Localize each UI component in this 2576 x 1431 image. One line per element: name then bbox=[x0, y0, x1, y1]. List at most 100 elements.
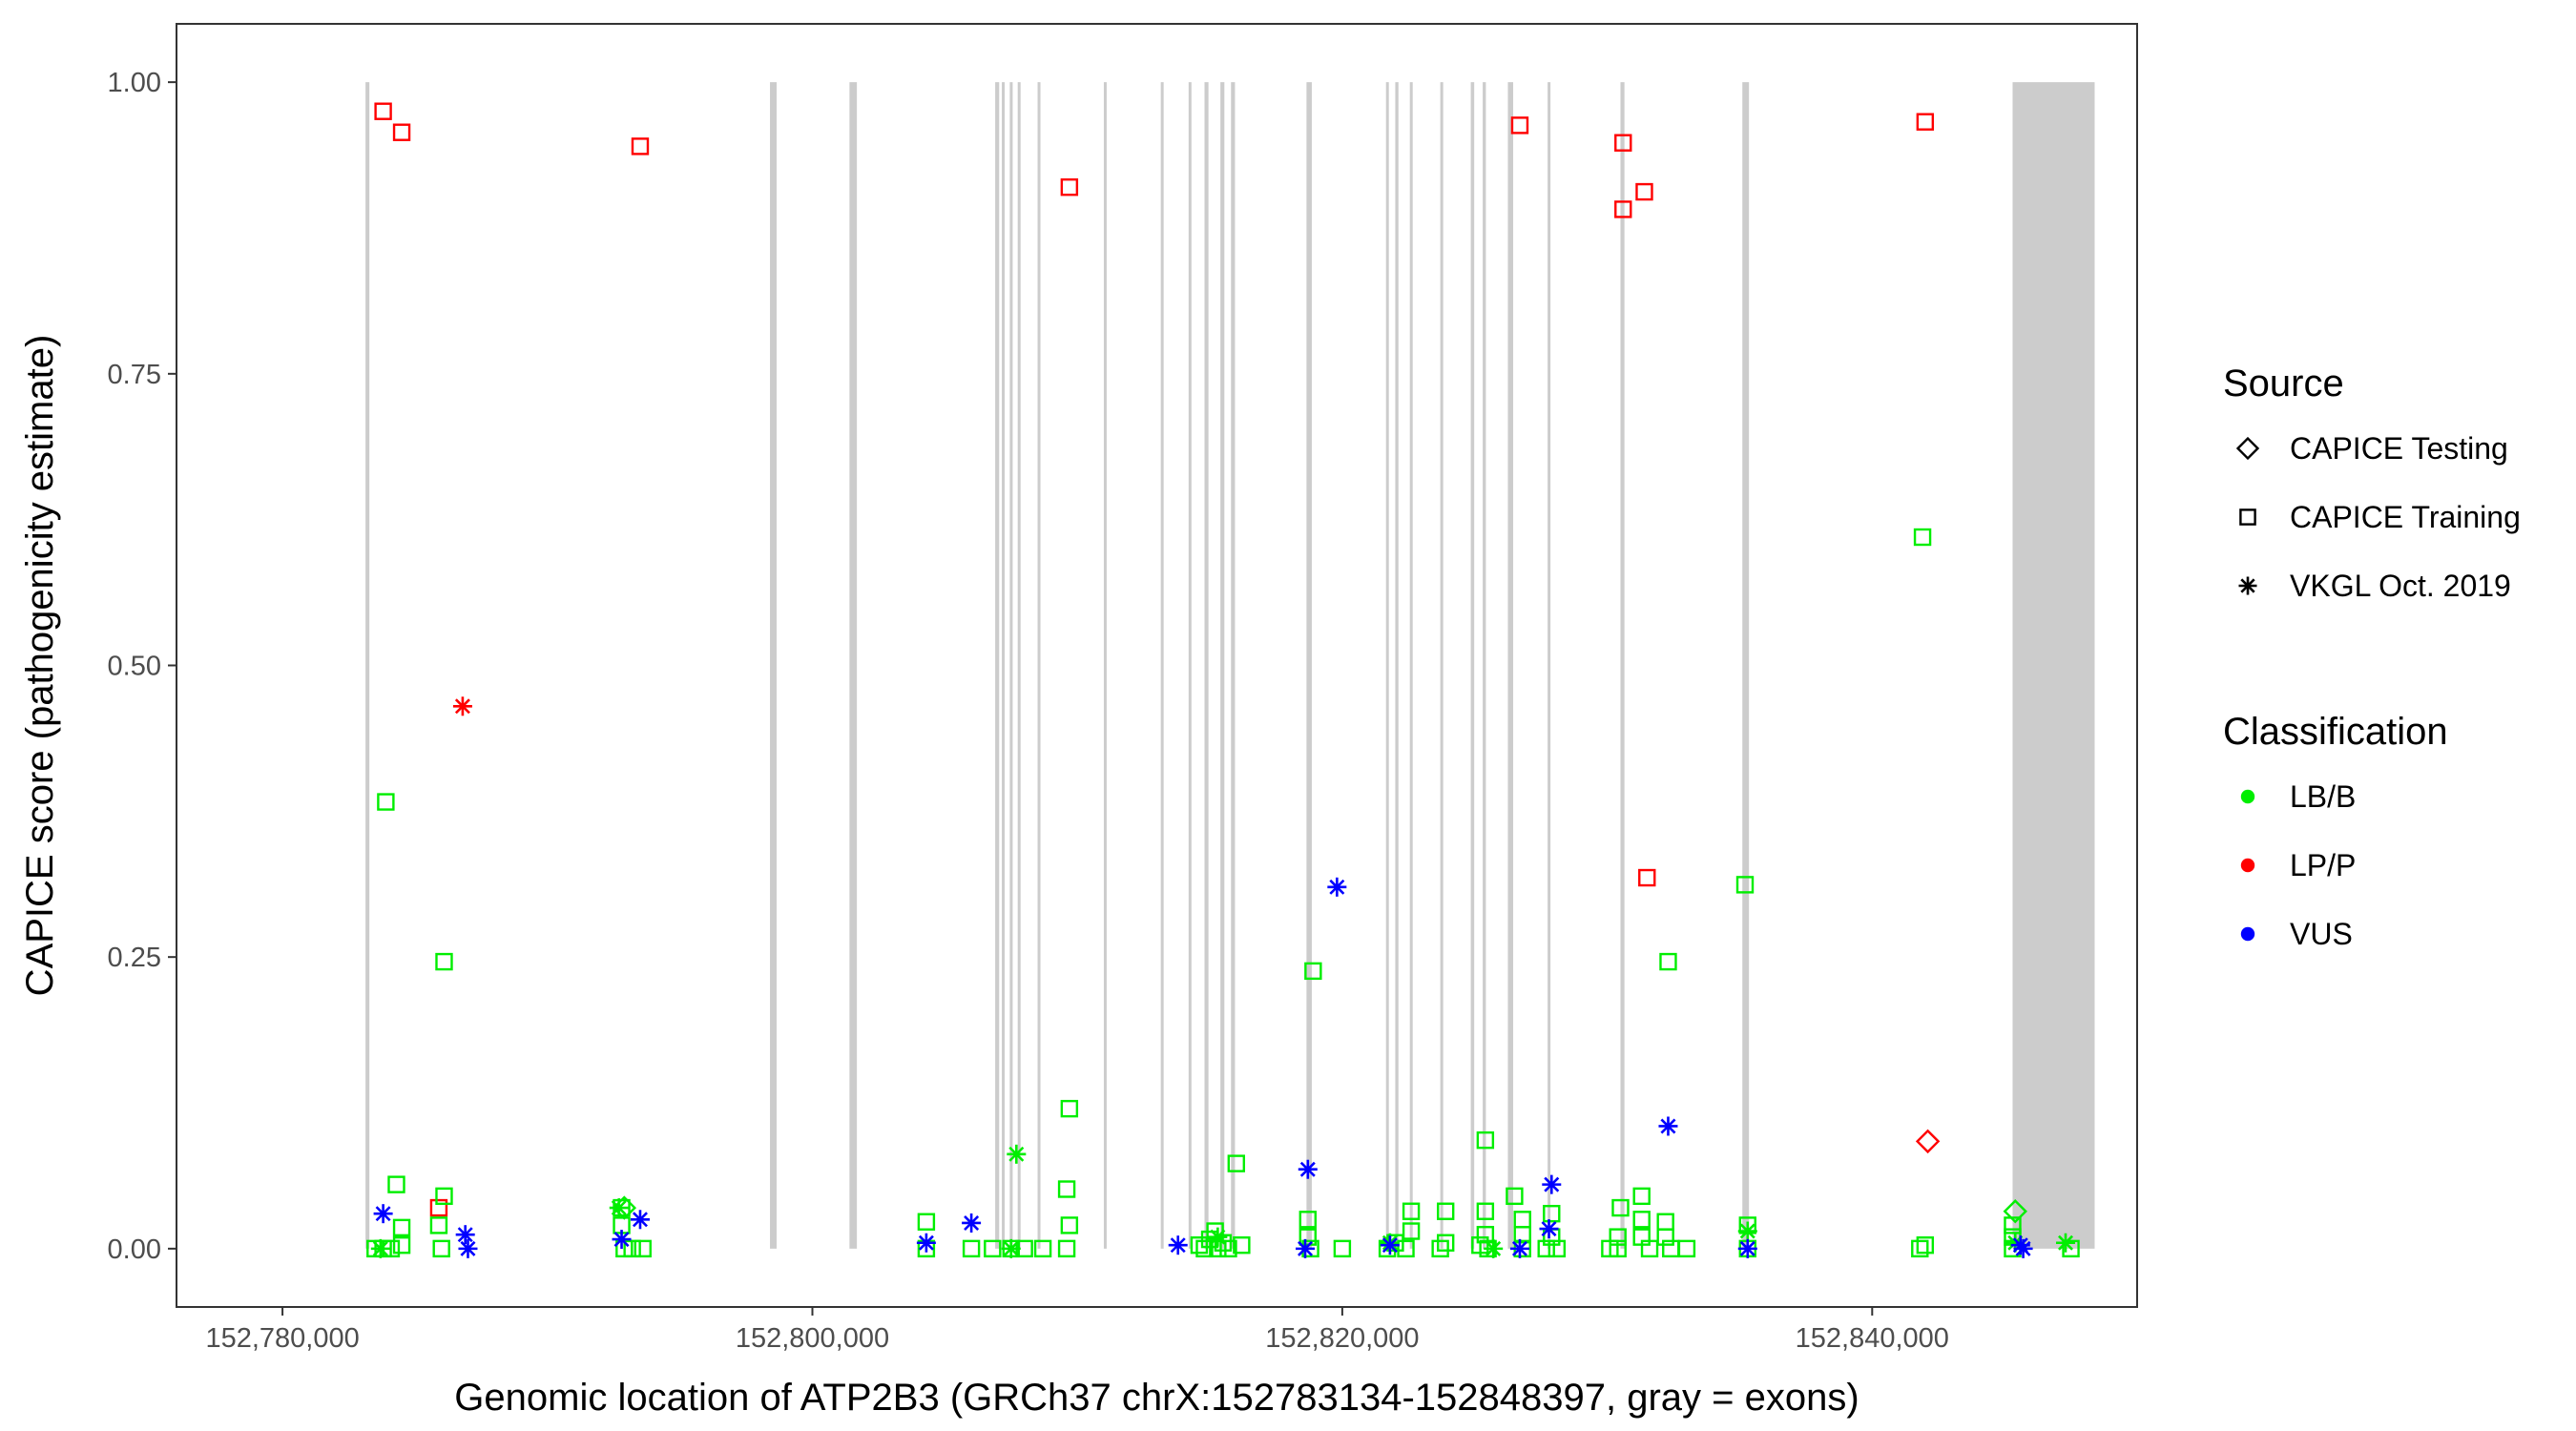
data-point bbox=[1601, 1239, 1619, 1258]
data-point bbox=[1431, 1239, 1449, 1258]
exon-bands bbox=[365, 82, 2095, 1249]
legend-label-classification: LP/P bbox=[2290, 848, 2356, 882]
data-point bbox=[612, 1195, 637, 1220]
data-point bbox=[1614, 134, 1632, 152]
data-point bbox=[2003, 1199, 2027, 1224]
y-axis: 0.00 0.25 0.50 0.75 1.00 bbox=[108, 68, 177, 1265]
data-point bbox=[1737, 1221, 1757, 1241]
data-point bbox=[392, 1218, 411, 1237]
data-point bbox=[1915, 1129, 1941, 1154]
data-point bbox=[1537, 1239, 1555, 1258]
data-point bbox=[1737, 1238, 1757, 1258]
data-point bbox=[1195, 1239, 1214, 1258]
data-point bbox=[2062, 1239, 2080, 1258]
legend-label-classification: VUS bbox=[2290, 917, 2353, 951]
data-point bbox=[1168, 1235, 1188, 1255]
data-point bbox=[435, 1187, 453, 1206]
exon-band bbox=[1009, 82, 1013, 1249]
exon-band bbox=[1385, 82, 1389, 1249]
data-point bbox=[1397, 1239, 1415, 1258]
data-point bbox=[1380, 1235, 1400, 1255]
legend-label-source: CAPICE Training bbox=[2290, 500, 2521, 534]
y-axis-title: CAPICE score (pathogenicity estimate) bbox=[19, 335, 61, 997]
data-point bbox=[1640, 1239, 1659, 1258]
data-point bbox=[916, 1233, 936, 1253]
data-point bbox=[1298, 1159, 1318, 1179]
exon-band bbox=[1037, 82, 1041, 1249]
legend-title-classification: Classification bbox=[2223, 711, 2448, 753]
legend-source-items: CAPICE Testing CAPICE Training VKGL Oct. 2… bbox=[2235, 431, 2521, 603]
exon-band bbox=[1220, 82, 1225, 1249]
data-point bbox=[429, 1198, 448, 1217]
data-point bbox=[1033, 1239, 1052, 1258]
data-point bbox=[1513, 1225, 1531, 1244]
data-point bbox=[1510, 116, 1529, 135]
data-point bbox=[1060, 1216, 1079, 1234]
data-point bbox=[1506, 1187, 1524, 1206]
data-point bbox=[1656, 1228, 1674, 1246]
exon-band bbox=[1742, 82, 1750, 1249]
data-point bbox=[1227, 1154, 1246, 1172]
y-tick-label: 0.50 bbox=[108, 652, 161, 682]
data-point bbox=[634, 1239, 652, 1258]
legend-key-source bbox=[2239, 508, 2256, 526]
data-point bbox=[435, 952, 453, 971]
data-point bbox=[917, 1213, 936, 1231]
x-tick-label: 152,780,000 bbox=[205, 1323, 359, 1354]
exon-band bbox=[995, 82, 1000, 1249]
legend-label-classification: LB/B bbox=[2290, 779, 2356, 814]
exon-band bbox=[1409, 82, 1413, 1249]
x-tick-label: 152,820,000 bbox=[1265, 1323, 1419, 1354]
data-point bbox=[1916, 113, 1935, 131]
data-point bbox=[387, 1175, 405, 1193]
legend-label-source: VKGL Oct. 2019 bbox=[2290, 569, 2511, 603]
data-point bbox=[370, 1238, 390, 1258]
y-tick-label: 1.00 bbox=[108, 68, 161, 98]
exon-band bbox=[2012, 82, 2095, 1249]
legend-key-classification bbox=[2240, 858, 2255, 873]
exon-band bbox=[1440, 82, 1444, 1249]
legend: Source CAPICE Testing CAPICE Training VKGL… bbox=[2223, 363, 2521, 951]
exon-band bbox=[770, 82, 777, 1249]
data-point bbox=[392, 1235, 411, 1255]
data-point bbox=[1659, 952, 1677, 971]
data-point bbox=[1057, 1239, 1076, 1258]
data-point bbox=[374, 102, 392, 120]
exon-band bbox=[1470, 82, 1475, 1249]
x-axis: 152,780,000 152,800,000 152,820,000 152,840… bbox=[205, 1307, 1949, 1354]
data-points bbox=[366, 102, 2080, 1258]
data-point bbox=[630, 1210, 650, 1230]
y-tick-label: 0.00 bbox=[108, 1234, 161, 1265]
data-point bbox=[962, 1239, 981, 1258]
data-point bbox=[1542, 1174, 1562, 1194]
y-tick-label: 0.25 bbox=[108, 943, 161, 973]
data-point bbox=[1436, 1202, 1455, 1220]
legend-classification-items: LB/B LP/P VUS bbox=[2240, 779, 2356, 951]
data-point bbox=[1658, 1116, 1678, 1136]
data-point bbox=[1476, 1202, 1495, 1220]
exon-band bbox=[1306, 82, 1312, 1249]
x-tick-label: 152,840,000 bbox=[1796, 1323, 1949, 1354]
exon-band bbox=[1548, 82, 1551, 1249]
data-point bbox=[1007, 1144, 1027, 1164]
data-point bbox=[1484, 1238, 1504, 1258]
data-point bbox=[2013, 1238, 2033, 1258]
data-point bbox=[1296, 1238, 1316, 1258]
exon-band bbox=[1188, 82, 1192, 1249]
data-point bbox=[377, 793, 395, 811]
data-point bbox=[1333, 1239, 1352, 1258]
exon-band bbox=[1103, 82, 1107, 1249]
data-point bbox=[1614, 200, 1632, 218]
exon-band bbox=[1483, 82, 1486, 1249]
data-point bbox=[1060, 1099, 1079, 1118]
data-point bbox=[1509, 1238, 1529, 1258]
data-point bbox=[612, 1230, 632, 1250]
data-point bbox=[1190, 1235, 1209, 1255]
exon-band bbox=[365, 82, 370, 1249]
data-point bbox=[432, 1239, 450, 1258]
data-point bbox=[1304, 962, 1322, 981]
data-point bbox=[1233, 1235, 1251, 1255]
data-point bbox=[1632, 1211, 1651, 1229]
data-point bbox=[1208, 1227, 1228, 1247]
